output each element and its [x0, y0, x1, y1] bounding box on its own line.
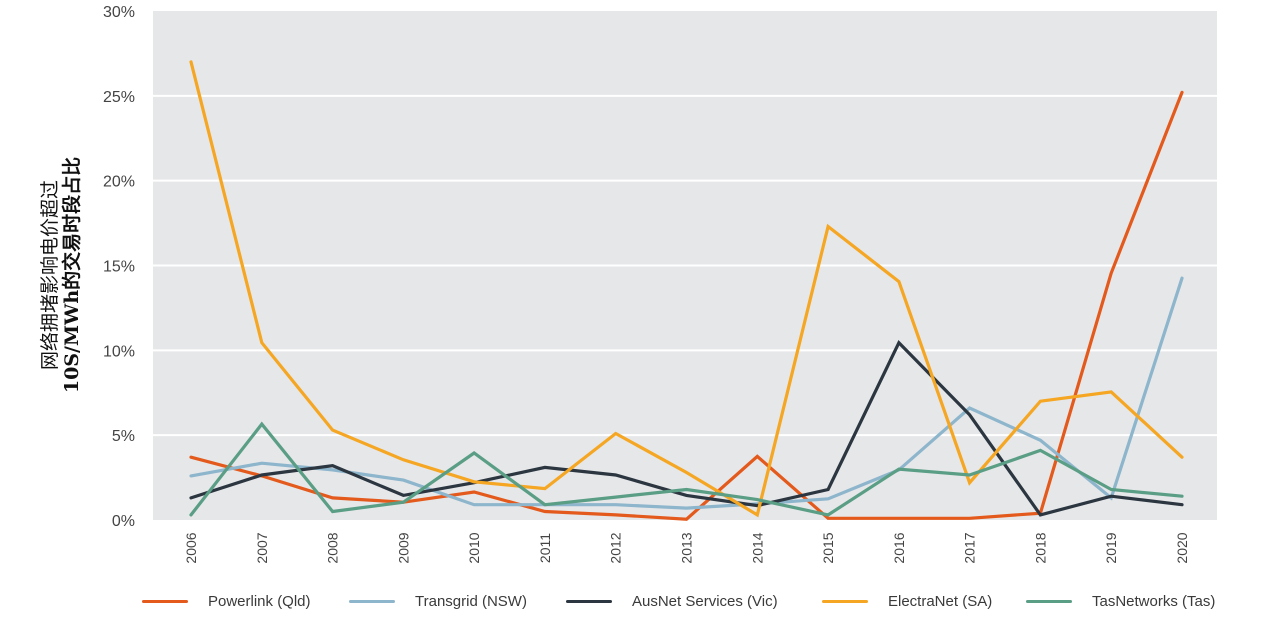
- x-tick-label: 2017: [962, 532, 978, 563]
- legend-label-electranet: ElectraNet (SA): [888, 592, 993, 610]
- x-tick-label: 2011: [537, 533, 553, 563]
- x-tick-label: 2008: [325, 532, 341, 563]
- legend-label-powerlink: Powerlink (Qld): [208, 592, 311, 610]
- y-axis-label-line-2: 10S/MWh的交易时段占比: [61, 156, 83, 394]
- legend-item-electranet[interactable]: ElectraNet (SA): [822, 588, 992, 614]
- x-tick-label: 2013: [679, 532, 695, 563]
- legend-swatch-transgrid: [349, 599, 395, 603]
- x-tick-label: 2009: [395, 532, 411, 563]
- x-tick-label: 2007: [254, 532, 270, 563]
- y-tick-labels: 0% 5% 10% 15% 20% 25% 30%: [103, 4, 135, 530]
- legend-swatch-electranet: [822, 599, 868, 603]
- series-lines: [189, 60, 1184, 521]
- legend-label-tasnetworks: TasNetworks (Tas): [1092, 592, 1216, 610]
- x-tick-label: 2014: [749, 532, 765, 563]
- legend-item-ausnet[interactable]: AusNet Services (Vic): [566, 588, 778, 614]
- y-tick-label: 25%: [103, 89, 135, 106]
- legend-swatch-tasnetworks: [1026, 599, 1072, 603]
- x-tick-label: 2020: [1174, 532, 1190, 563]
- x-tick-label: 2015: [820, 532, 836, 563]
- y-tick-label: 0%: [112, 513, 135, 530]
- y-tick-label: 5%: [112, 428, 135, 445]
- y-axis-label: 网络拥堵影响电价超过 10S/MWh的交易时段占比: [36, 130, 86, 420]
- x-tick-label: 2018: [1032, 532, 1048, 563]
- x-tick-label: 2019: [1103, 532, 1119, 563]
- y-tick-label: 10%: [103, 343, 135, 360]
- y-axis-label-line-1: 网络拥堵影响电价超过: [39, 179, 61, 371]
- legend-item-tasnetworks[interactable]: TasNetworks (Tas): [1026, 588, 1215, 614]
- y-tick-label: 30%: [103, 4, 135, 21]
- x-tick-label: 2012: [608, 532, 624, 563]
- gridlines: [153, 94, 1217, 437]
- legend-item-powerlink[interactable]: Powerlink (Qld): [142, 588, 311, 614]
- legend-swatch-powerlink: [142, 599, 188, 603]
- y-tick-label: 15%: [103, 259, 135, 276]
- legend-label-ausnet: AusNet Services (Vic): [632, 592, 778, 610]
- legend-label-transgrid: Transgrid (NSW): [415, 592, 527, 610]
- legend: Powerlink (Qld) Transgrid (NSW) AusNet S…: [0, 588, 1280, 614]
- x-tick-label: 2006: [183, 532, 199, 563]
- y-tick-label: 20%: [103, 174, 135, 191]
- x-tick-label: 2010: [466, 532, 482, 563]
- x-tick-labels: 2006 2007 2008 2009 2010 2011 2012 2013 2014 2015…: [183, 532, 1190, 563]
- legend-swatch-ausnet: [566, 599, 612, 603]
- legend-item-transgrid[interactable]: Transgrid (NSW): [349, 588, 527, 614]
- x-tick-label: 2016: [891, 532, 907, 563]
